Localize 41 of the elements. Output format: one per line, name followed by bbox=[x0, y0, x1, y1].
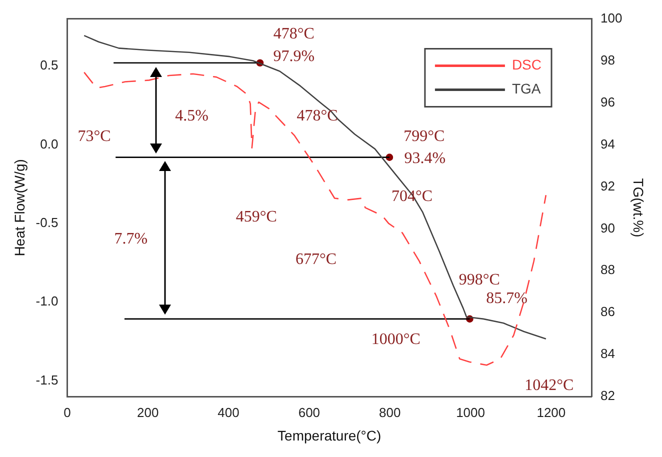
annotation: 7.7% bbox=[114, 230, 148, 248]
y-tick-label: -0.5 bbox=[36, 215, 58, 230]
y-tick-label: -1.0 bbox=[36, 294, 58, 309]
x-tick-label: 200 bbox=[137, 404, 159, 420]
legend-label: DSC bbox=[512, 56, 542, 73]
y2-tick-label: 100 bbox=[600, 10, 622, 26]
legend-label: TGA bbox=[512, 80, 542, 97]
annotation: 1000°C bbox=[371, 331, 420, 348]
y2-tick-label: 90 bbox=[600, 220, 615, 236]
x-tick-label: 400 bbox=[218, 404, 240, 420]
x-tick-label: 1000 bbox=[456, 404, 485, 420]
annotation: 4.5% bbox=[175, 108, 208, 125]
x-tick-label: 0 bbox=[64, 404, 71, 420]
annotation: 85.7% bbox=[486, 290, 528, 308]
annotation: 478°C bbox=[296, 108, 338, 125]
y2-tick-label: 96 bbox=[600, 94, 615, 110]
x-axis-title: Temperature(°C) bbox=[278, 427, 382, 444]
annotation: 93.4% bbox=[404, 150, 446, 168]
y2-tick-label: 98 bbox=[600, 52, 615, 68]
y-tick-label: 0.5 bbox=[40, 58, 58, 73]
y2-tick-label: 82 bbox=[600, 388, 615, 404]
annotation: 799°C bbox=[404, 128, 445, 146]
annotation: 459°C bbox=[236, 208, 277, 226]
y2-tick-label: 88 bbox=[600, 262, 615, 278]
annotation: 97.9% bbox=[273, 48, 315, 65]
annotation: 73°C bbox=[78, 128, 111, 146]
y2-axis-title: TG(wt.%) bbox=[630, 178, 647, 238]
x-tick-label: 1200 bbox=[536, 404, 566, 420]
y-axis-title: Heat Flow(W/g) bbox=[11, 159, 28, 256]
annotation: 998°C bbox=[458, 271, 500, 288]
y2-tick-label: 86 bbox=[600, 304, 615, 320]
y-tick-label: -1.5 bbox=[36, 372, 58, 388]
y2-tick-label: 94 bbox=[600, 136, 615, 152]
annotation: 1042°C bbox=[524, 376, 574, 394]
x-tick-label: 600 bbox=[298, 404, 320, 420]
y2-tick-label: 84 bbox=[600, 346, 615, 362]
x-tick-label: 800 bbox=[379, 404, 401, 420]
annotation: 677°C bbox=[296, 250, 337, 268]
y-tick-label: 0.0 bbox=[40, 136, 58, 152]
annotation: 478°C bbox=[273, 26, 314, 43]
y2-tick-label: 92 bbox=[600, 178, 615, 194]
